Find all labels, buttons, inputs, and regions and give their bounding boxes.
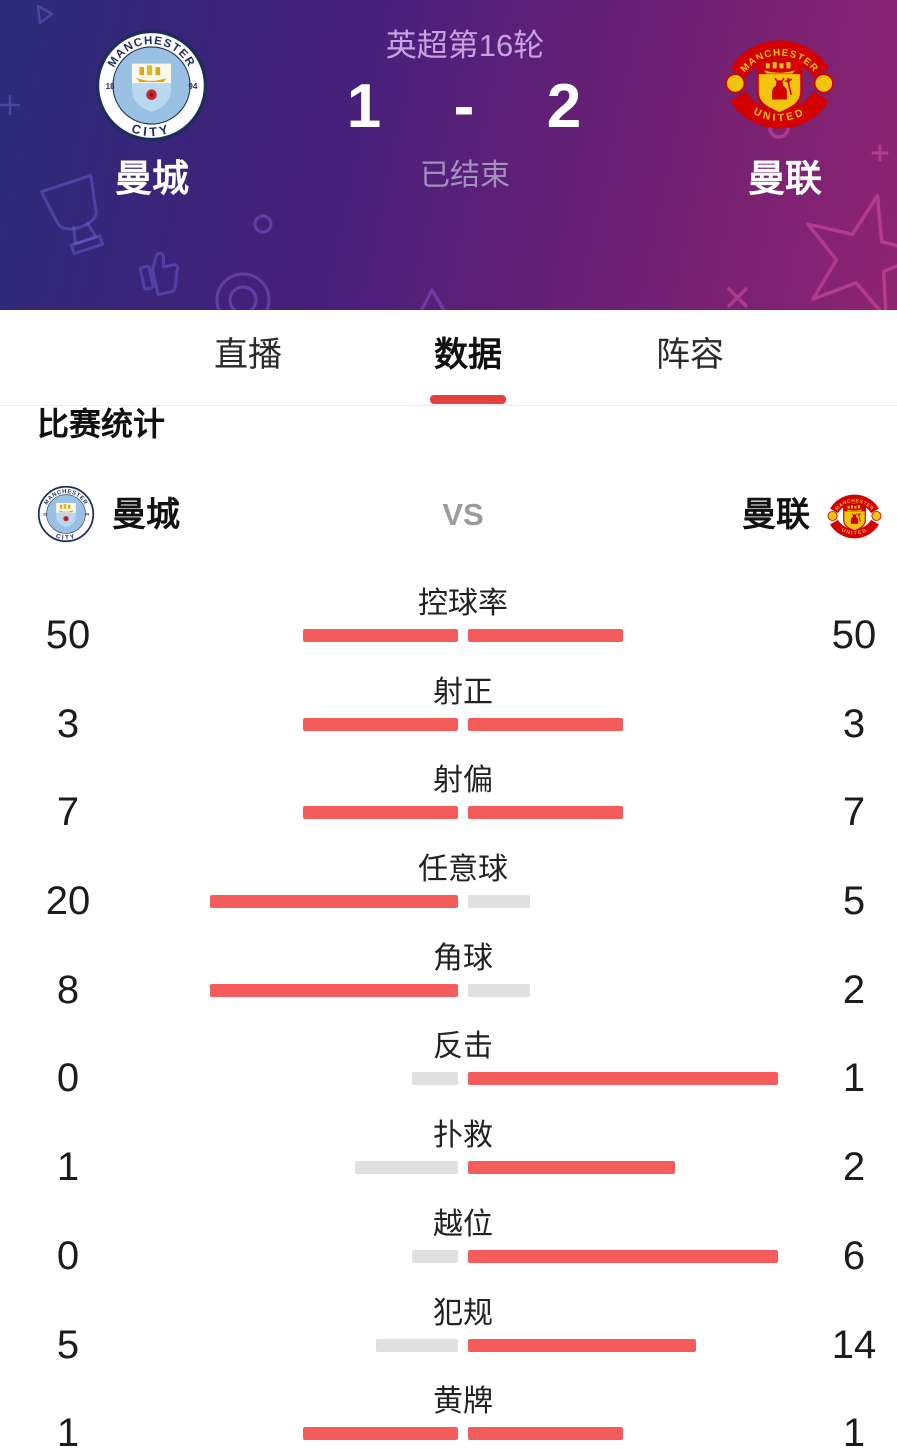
away-bar (468, 983, 530, 997)
home-team-name: 曼城 (115, 158, 189, 199)
man-united-badge (722, 27, 837, 142)
league-round-label: 英超第16轮 (385, 28, 545, 63)
man-city-badge-small (37, 485, 95, 543)
stat-row: 控球率 50 50 (0, 586, 897, 675)
match-header: 英超第16轮 1 - 2 已结束 曼城 曼联 (0, 0, 897, 310)
home-bar (355, 1161, 458, 1175)
home-value: 1 (56, 1411, 80, 1449)
stat-row: 任意球 20 5 (0, 852, 897, 941)
stat-label: 角球 (433, 941, 493, 975)
home-value: 1 (56, 1145, 80, 1190)
away-bar (468, 1338, 696, 1352)
stat-label: 反击 (433, 1030, 493, 1064)
active-tab-underline (430, 395, 506, 404)
away-team-name: 曼联 (748, 158, 822, 199)
away-value: 3 (842, 701, 866, 746)
home-value: 20 (45, 879, 91, 924)
section-title: 比赛统计 (37, 406, 166, 442)
versus-home-name: 曼城 (112, 496, 180, 534)
away-score: 2 (546, 72, 582, 141)
away-value: 2 (842, 1145, 866, 1190)
home-bar (303, 1427, 458, 1441)
away-value: 50 (831, 613, 877, 657)
score-separator: - (453, 72, 475, 141)
stat-label: 射正 (433, 675, 493, 709)
stat-label: 越位 (433, 1207, 493, 1241)
away-bar (468, 1072, 778, 1086)
home-bar (210, 983, 458, 997)
stat-label: 犯规 (433, 1296, 493, 1330)
away-bar (468, 629, 623, 642)
stat-label: 任意球 (418, 853, 508, 887)
stat-row: 角球 8 2 (0, 941, 897, 1030)
stat-row: 黄牌 1 1 (0, 1384, 897, 1449)
home-value: 50 (45, 613, 91, 657)
away-value: 1 (842, 1411, 866, 1449)
stat-row: 犯规 5 14 (0, 1296, 897, 1385)
stat-list: 控球率 50 50 射正 3 3 射偏 7 7 任意球 20 5 角球 8 2 … (0, 586, 897, 1449)
away-bar (468, 1427, 623, 1441)
stat-label: 控球率 (418, 587, 508, 620)
man-united-badge-small (826, 488, 883, 545)
away-bar (468, 717, 623, 731)
home-bar (303, 717, 458, 731)
stat-row: 反击 0 1 (0, 1029, 897, 1118)
home-bar (303, 806, 458, 820)
stat-row: 射偏 7 7 (0, 763, 897, 852)
tab-bar: 直播 数据 阵容 (0, 310, 897, 406)
vs-label: VS (442, 497, 484, 532)
man-city-badge (94, 28, 209, 143)
away-value: 6 (842, 1233, 866, 1278)
away-bar (468, 806, 623, 820)
stats-panel: 比赛统计 曼城 VS 曼联 控球率 50 50 射正 3 3 射偏 7 7 任意… (0, 406, 897, 1449)
away-value: 14 (831, 1322, 877, 1367)
home-value: 0 (56, 1056, 80, 1101)
stat-row: 射正 3 3 (0, 675, 897, 764)
score-row: 1 - 2 (314, 74, 614, 140)
home-score: 1 (346, 72, 382, 141)
home-value: 3 (56, 701, 80, 746)
stat-row: 扑救 1 2 (0, 1118, 897, 1207)
tab-data[interactable]: 数据 (434, 336, 502, 374)
tab-live[interactable]: 直播 (214, 336, 282, 374)
away-bar (468, 895, 530, 909)
home-bar (412, 1249, 458, 1263)
home-value: 7 (56, 790, 80, 835)
home-bar (210, 895, 458, 909)
tab-lineup[interactable]: 阵容 (656, 336, 724, 374)
away-value: 2 (842, 967, 866, 1012)
versus-away-name: 曼联 (742, 496, 810, 534)
home-bar (303, 629, 458, 642)
away-bar (468, 1161, 675, 1175)
away-bar (468, 1249, 778, 1263)
home-bar (376, 1338, 458, 1352)
away-value: 7 (842, 790, 866, 835)
stat-label: 扑救 (433, 1119, 493, 1153)
home-value: 0 (56, 1233, 80, 1278)
away-value: 5 (842, 879, 866, 924)
home-value: 5 (56, 1322, 80, 1367)
stat-row: 越位 0 6 (0, 1207, 897, 1296)
home-bar (412, 1072, 458, 1086)
away-value: 1 (842, 1056, 866, 1101)
match-status: 已结束 (420, 159, 510, 192)
home-value: 8 (56, 967, 80, 1012)
stat-label: 射偏 (433, 764, 493, 798)
stat-label: 黄牌 (433, 1385, 493, 1419)
